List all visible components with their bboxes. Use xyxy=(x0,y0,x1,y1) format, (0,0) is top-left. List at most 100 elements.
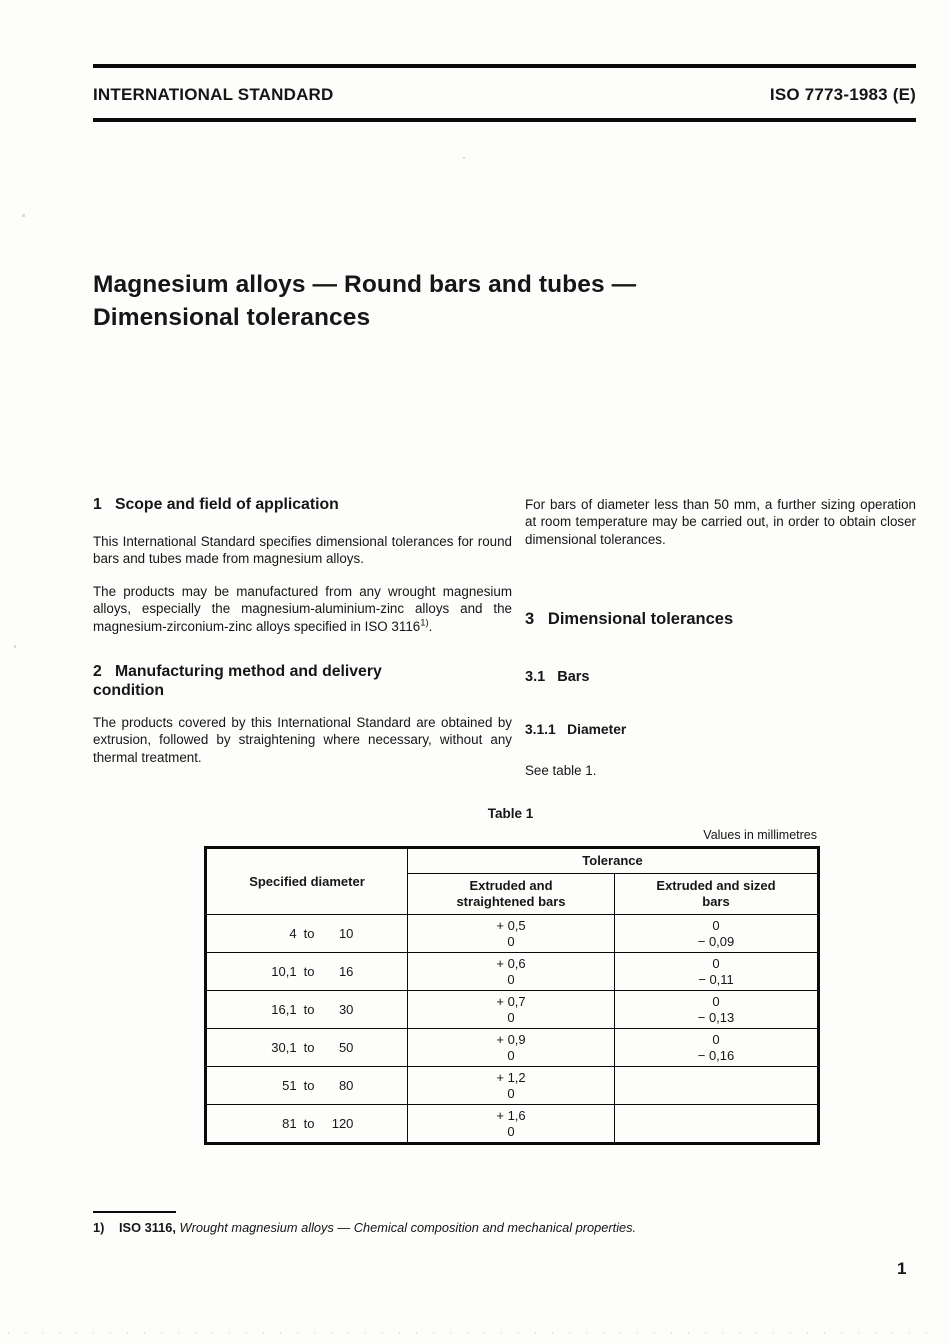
cell-extruded-tolerance: + 0,6 0 xyxy=(407,952,615,991)
cell-extruded-tolerance: + 0,7 0 xyxy=(407,990,615,1029)
footnote-reference-title: ISO 3116, xyxy=(119,1220,176,1235)
table-1-units-note: Values in millimetres xyxy=(703,828,817,842)
tolerance-upper: 0 xyxy=(712,993,720,1009)
header-line: bars xyxy=(702,894,730,909)
diameter-to: 30 xyxy=(338,1001,354,1017)
footnote-divider xyxy=(93,1211,176,1213)
section-1-paragraph-2-period: . xyxy=(428,618,433,634)
table-1: Specified diameter Tolerance Extruded an… xyxy=(204,846,821,1145)
table-row-6: 81 to 120 + 1,6 0 xyxy=(205,1104,820,1144)
header-line: Extruded and xyxy=(469,878,553,893)
table-header-row-2: Extruded and straightened bars Extruded … xyxy=(206,873,820,915)
cell-extruded-tolerance: + 0,5 0 xyxy=(407,914,615,953)
diameter-to-word: to xyxy=(303,1115,315,1131)
left-column: 1 Scope and field of application This In… xyxy=(93,496,512,766)
tolerance-lower: 0 xyxy=(507,1085,515,1101)
diameter-to: 120 xyxy=(331,1115,354,1131)
section-1-heading: 1 Scope and field of application xyxy=(93,496,339,513)
diameter-from: 16,1 xyxy=(271,1001,297,1017)
tolerance-lower: 0 xyxy=(507,1009,515,1025)
diameter-to: 80 xyxy=(338,1077,354,1093)
tolerance-upper: + 1,6 xyxy=(496,1107,526,1123)
diameter-to-word: to xyxy=(303,963,315,979)
header-line: straightened bars xyxy=(456,894,566,909)
cell-sized-tolerance: 0− 0,13 xyxy=(613,990,820,1029)
diameter-to-word: to xyxy=(303,1039,315,1055)
footnote-document-title: Wrought magnesium alloys — Chemical comp… xyxy=(179,1220,637,1235)
table-header-row-1: Specified diameter Tolerance xyxy=(205,847,820,915)
header-line: Extruded and sized xyxy=(656,878,776,893)
footnote-reference: 1) xyxy=(420,617,429,629)
diameter-to-word: to xyxy=(303,1001,315,1017)
section-1-paragraph-2-text: The products may be manufactured from an… xyxy=(93,583,512,634)
document-title-line1: Magnesium alloys — Round bars and tubes … xyxy=(93,271,637,298)
scan-speck xyxy=(463,157,465,159)
tolerance-upper: + 0,5 xyxy=(496,917,526,933)
cell-sized-tolerance: 0− 0,09 xyxy=(613,914,820,953)
tolerance-lower: − 0,11 xyxy=(698,971,734,987)
tolerance-lower: − 0,13 xyxy=(697,1009,735,1025)
diameter-from: 51 xyxy=(282,1077,297,1093)
diameter-to: 16 xyxy=(338,963,354,979)
cell-sized-tolerance xyxy=(613,1066,820,1105)
cell-sized-tolerance xyxy=(613,1104,820,1144)
right-column-paragraph-1: For bars of diameter less than 50 mm, a … xyxy=(525,497,916,547)
diameter-to-word: to xyxy=(303,925,315,941)
tolerance-upper: 0 xyxy=(712,955,720,971)
section-3-1-1-heading: 3.1.1 Diameter xyxy=(525,722,627,738)
cell-sized-tolerance: 0− 0,11 xyxy=(613,952,820,991)
tolerance-lower: 0 xyxy=(507,971,515,987)
header-left-label: INTERNATIONAL STANDARD xyxy=(93,85,334,104)
diameter-from: 30,1 xyxy=(271,1039,297,1055)
tolerance-upper: + 1,2 xyxy=(496,1069,526,1085)
document-title: Magnesium alloys — Round bars and tubes … xyxy=(93,268,833,334)
scan-speck xyxy=(22,214,25,217)
scan-speck xyxy=(14,645,16,648)
table-1-caption: Table 1 xyxy=(487,806,534,821)
cell-diameter-range: 16,1 to 30 xyxy=(205,990,408,1029)
cell-sized-tolerance: 0− 0,16 xyxy=(613,1028,820,1067)
table-1-block: Table 1 Values in millimetres Specified … xyxy=(204,806,821,1145)
header-top-rule xyxy=(93,64,916,68)
cell-extruded-tolerance: + 1,2 0 xyxy=(407,1066,615,1105)
section-2-paragraph-1: The products covered by this Internation… xyxy=(93,715,512,765)
tolerance-lower: 0 xyxy=(507,1047,515,1063)
footnote: 1) ISO 3116, Wrought magnesium alloys — C… xyxy=(93,1220,813,1235)
tolerance-upper: + 0,7 xyxy=(496,993,526,1009)
cell-extruded-tolerance: + 1,6 0 xyxy=(407,1104,615,1144)
header-right-label: ISO 7773-1983 (E) xyxy=(769,85,916,104)
document-title-line2: Dimensional tolerances xyxy=(93,304,371,331)
cell-extruded-tolerance: + 0,9 0 xyxy=(407,1028,615,1067)
table-row-3: 16,1 to 30 + 0,7 0 0− 0,13 xyxy=(205,990,820,1029)
diameter-from: 4 xyxy=(289,925,297,941)
tolerance-upper: 0 xyxy=(712,1031,720,1047)
table-row-5: 51 to 80 + 1,2 0 xyxy=(205,1066,820,1105)
document-header: INTERNATIONAL STANDARD ISO 7773-1983 (E) xyxy=(93,85,916,105)
diameter-to-word: to xyxy=(303,1077,315,1093)
tolerance-lower: − 0,16 xyxy=(697,1047,735,1063)
diameter-from: 10,1 xyxy=(271,963,297,979)
cell-diameter-range: 10,1 to 16 xyxy=(205,952,408,991)
tolerance-lower: − 0,09 xyxy=(697,933,735,949)
column-header-extruded-straightened: Extruded and straightened bars xyxy=(407,873,615,915)
scan-noise-strip xyxy=(8,1332,942,1334)
table-row-2: 10,1 to 16 + 0,6 0 0− 0,11 xyxy=(205,952,820,991)
table-row-4: 30,1 to 50 + 0,9 0 0− 0,16 xyxy=(205,1028,820,1067)
section-1-paragraph-2: The products may be manufactured from an… xyxy=(93,583,512,635)
header-bottom-rule xyxy=(93,118,916,122)
see-table-note: See table 1. xyxy=(525,763,597,779)
column-header-extruded-sized: Extruded and sized bars xyxy=(613,873,820,915)
section-2-heading: 2 Manufacturing method and delivery cond… xyxy=(93,663,387,700)
cell-diameter-range: 4 to 10 xyxy=(205,914,408,953)
column-header-tolerance: Tolerance xyxy=(406,847,820,874)
diameter-to: 50 xyxy=(338,1039,354,1055)
section-3-heading: 3 Dimensional tolerances xyxy=(525,610,734,629)
column-header-specified-diameter: Specified diameter xyxy=(205,847,408,915)
footnote-marker: 1) xyxy=(93,1220,105,1235)
diameter-from: 81 xyxy=(282,1115,297,1131)
page-number: 1 xyxy=(897,1259,907,1278)
tolerance-lower: 0 xyxy=(507,933,515,949)
tolerance-upper: 0 xyxy=(712,917,720,933)
tolerance-lower: 0 xyxy=(507,1123,515,1139)
